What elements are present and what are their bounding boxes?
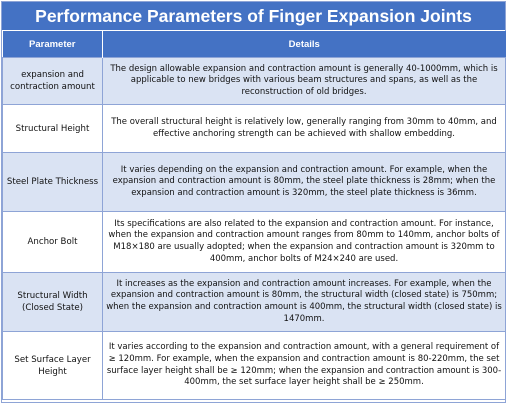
- header-parameter: Parameter: [2, 31, 103, 58]
- row-parameter: expansion and contraction amount: [2, 57, 103, 105]
- header-details: Details: [102, 31, 506, 58]
- table-row: Structural Height The overall structural…: [2, 104, 506, 153]
- table-row: Structural Width (Closed State) It incre…: [2, 272, 506, 332]
- table-row: Set Surface Layer Height It varies accor…: [2, 331, 506, 400]
- row-details: Its specifications are also related to t…: [102, 211, 506, 273]
- row-details: It increases as the expansion and contra…: [102, 272, 506, 332]
- header-row: Parameter Details: [2, 31, 506, 58]
- row-parameter: Set Surface Layer Height: [2, 331, 103, 400]
- row-details: The overall structural height is relativ…: [102, 104, 506, 153]
- row-parameter: Structural Width (Closed State): [2, 272, 103, 332]
- row-details: It varies depending on the expansion and…: [102, 152, 506, 212]
- table-row: expansion and contraction amount The des…: [2, 57, 506, 105]
- row-parameter: Anchor Bolt: [2, 211, 103, 273]
- table-row: Anchor Bolt Its specifications are also …: [2, 211, 506, 273]
- row-parameter: Structural Height: [2, 104, 103, 153]
- table-title: Performance Parameters of Finger Expansi…: [2, 2, 505, 31]
- table-row: Steel Plate Thickness It varies dependin…: [2, 152, 506, 212]
- parameters-table: Parameter Details expansion and contract…: [2, 31, 506, 400]
- row-details: It varies according to the expansion and…: [102, 331, 506, 400]
- row-parameter: Steel Plate Thickness: [2, 152, 103, 212]
- row-details: The design allowable expansion and contr…: [102, 57, 506, 105]
